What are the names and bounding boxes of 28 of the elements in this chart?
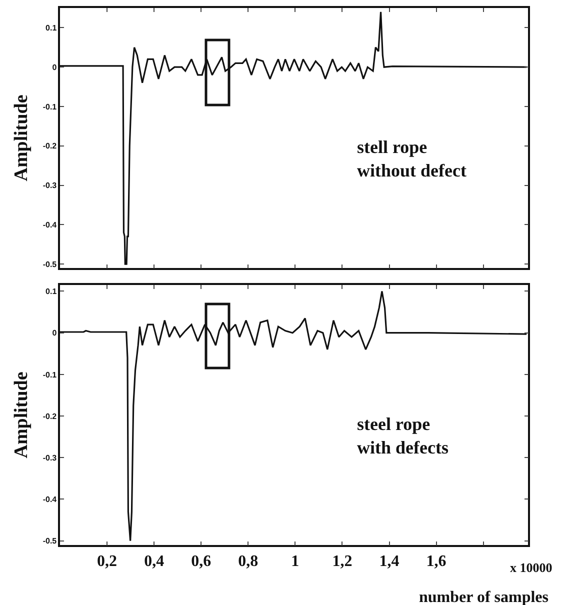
x-tick-label: 0,4 — [144, 552, 164, 570]
y-tick-label: 0.1 — [46, 287, 58, 296]
y-tick-label: -0.3 — [42, 453, 58, 462]
y-tick-label: 0 — [52, 328, 58, 338]
x-tick-label: 1,6 — [426, 552, 446, 570]
y-tick-label: -0.3 — [42, 181, 58, 190]
text: x 10000 — [510, 560, 552, 575]
annotation: stell rope without defect — [357, 137, 466, 180]
y-axis-title: Amplitude — [11, 372, 32, 458]
y-tick-label: -0.2 — [42, 142, 58, 151]
x-tick-label: 0,2 — [97, 552, 118, 570]
x-tick-label: 1 — [291, 552, 300, 570]
x-tick-label: 0,8 — [238, 552, 258, 570]
x-tick-label: 1,2 — [332, 552, 352, 570]
x-tick-label: 0,6 — [191, 552, 212, 570]
y-tick-label: -0.2 — [42, 412, 58, 421]
y-tick-label: 0.1 — [46, 24, 58, 32]
y-tick-label: -0.5 — [42, 536, 58, 546]
y-tick-label: -0.1 — [42, 102, 58, 112]
y-tick-label: -0.5 — [42, 260, 58, 269]
annotation: steel rope with defects — [357, 414, 448, 458]
y-tick-label: -0.4 — [42, 220, 58, 230]
x-tick-label: 1,4 — [379, 552, 400, 570]
y-tick-label: -0.4 — [42, 495, 58, 504]
y-tick-label: -0.1 — [42, 370, 58, 380]
line-series — [60, 11, 528, 265]
y-axis-title: Amplitude — [11, 94, 32, 182]
y-tick-label: 0 — [52, 62, 58, 72]
